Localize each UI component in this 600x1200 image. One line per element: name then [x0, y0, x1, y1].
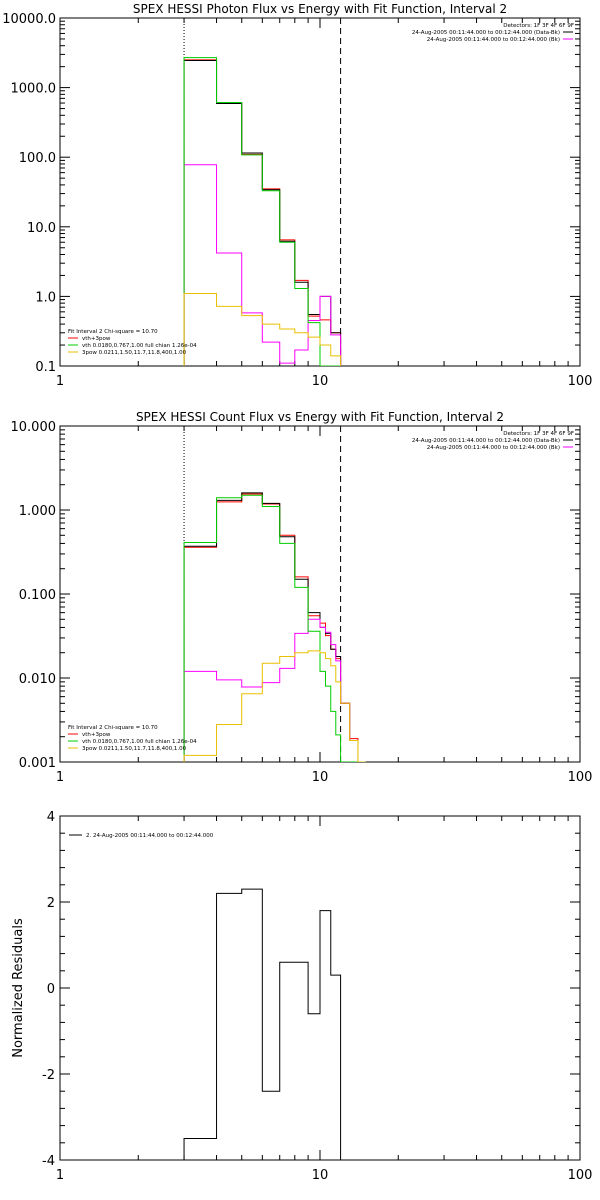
y-tick-label: 1.000 — [19, 504, 56, 519]
x-tick-label: 100 — [568, 770, 593, 785]
chart-title: SPEX HESSI Photon Flux vs Energy with Fi… — [133, 2, 507, 16]
y-tick-label: 10.0 — [27, 221, 56, 236]
x-tick-label: 100 — [568, 1168, 593, 1183]
series-line-5 — [183, 650, 366, 762]
legend-fit-label: 3pow 0.0211,1.50,11.7,11.8,400,1.00 — [82, 350, 187, 356]
y-tick-label: 0 — [47, 982, 55, 997]
panel-2: SPEX HESSI Count Flux vs Energy with Fit… — [11, 410, 593, 785]
x-tick-label: 10 — [312, 374, 329, 389]
series-line-4 — [183, 494, 366, 762]
y-tick-label: 0.010 — [19, 672, 56, 687]
y-tick-label: 1.0 — [35, 290, 56, 305]
panel-3: 1 10 100 -4 -2 0 2 4 Normalized Residuals 2. 24-A… — [11, 810, 592, 1183]
series-line-3 — [183, 164, 342, 366]
y-tick-label: -4 — [42, 1154, 55, 1169]
series-line-5 — [183, 293, 342, 366]
y-tick-label: 4 — [47, 810, 55, 825]
legend-detectors: Detectors: 1F 3F 4F 6F 9F — [503, 431, 574, 437]
legend-top-label: 24-Aug-2005 00:11:44.000 to 00:12:44.000… — [427, 37, 560, 43]
legend-top-label: 24-Aug-2005 00:11:44.000 to 00:12:44.000… — [427, 445, 560, 451]
y-tick-label: 10.000 — [11, 420, 57, 435]
legend-fit-header: Fit Interval 2 Chi-square = 10.70 — [68, 329, 158, 335]
legend-fit-label: vth+3pow — [82, 732, 111, 738]
y-tick-label: 10000.0 — [2, 12, 56, 27]
y-tick-label: 1000.0 — [11, 82, 57, 97]
x-tick-label: 1 — [56, 374, 64, 389]
legend-top-label: 24-Aug-2005 00:11:44.000 to 00:12:44.000… — [412, 30, 560, 36]
x-tick-label: 1 — [56, 1168, 64, 1183]
legend-fit-label: 3pow 0.0211,1.50,11.7,11.8,400,1.00 — [82, 746, 187, 752]
legend-fit-label: vth+3pow — [82, 336, 111, 342]
y-tick-label: 0.100 — [19, 588, 56, 603]
y-tick-label: -2 — [42, 1068, 55, 1083]
series-line-1 — [183, 888, 342, 1160]
legend-fit-header: Fit Interval 2 Chi-square = 10.70 — [68, 725, 158, 731]
x-tick-label: 10 — [312, 1168, 329, 1183]
legend-top-label: 24-Aug-2005 00:11:44.000 to 00:12:44.000… — [412, 438, 560, 444]
legend-label: 2. 24-Aug-2005 00:11:44.000 to 00:12:44.… — [86, 833, 214, 839]
chart-title: SPEX HESSI Count Flux vs Energy with Fit… — [136, 410, 504, 424]
x-tick-label: 10 — [312, 770, 329, 785]
legend-fit-label: vth 0.0180,0.767,1.00 full chian 1.26e-0… — [82, 739, 197, 745]
y-tick-label: 100.0 — [19, 151, 56, 166]
series-line-4 — [183, 57, 341, 366]
legend-detectors: Detectors: 1F 3F 4F 6F 9F — [503, 23, 574, 29]
y-tick-label: 0.001 — [19, 756, 56, 771]
x-tick-label: 1 — [56, 770, 64, 785]
legend-fit-label: vth 0.0180,0.767,1.00 full chian 1.26e-0… — [82, 343, 197, 349]
y-tick-label: 0.1 — [35, 360, 56, 375]
y-axis-label: Normalized Residuals — [11, 918, 26, 1058]
x-tick-label: 100 — [568, 374, 593, 389]
y-tick-label: 2 — [47, 896, 55, 911]
panel-1: SPEX HESSI Photon Flux vs Energy with Fi… — [2, 2, 592, 389]
